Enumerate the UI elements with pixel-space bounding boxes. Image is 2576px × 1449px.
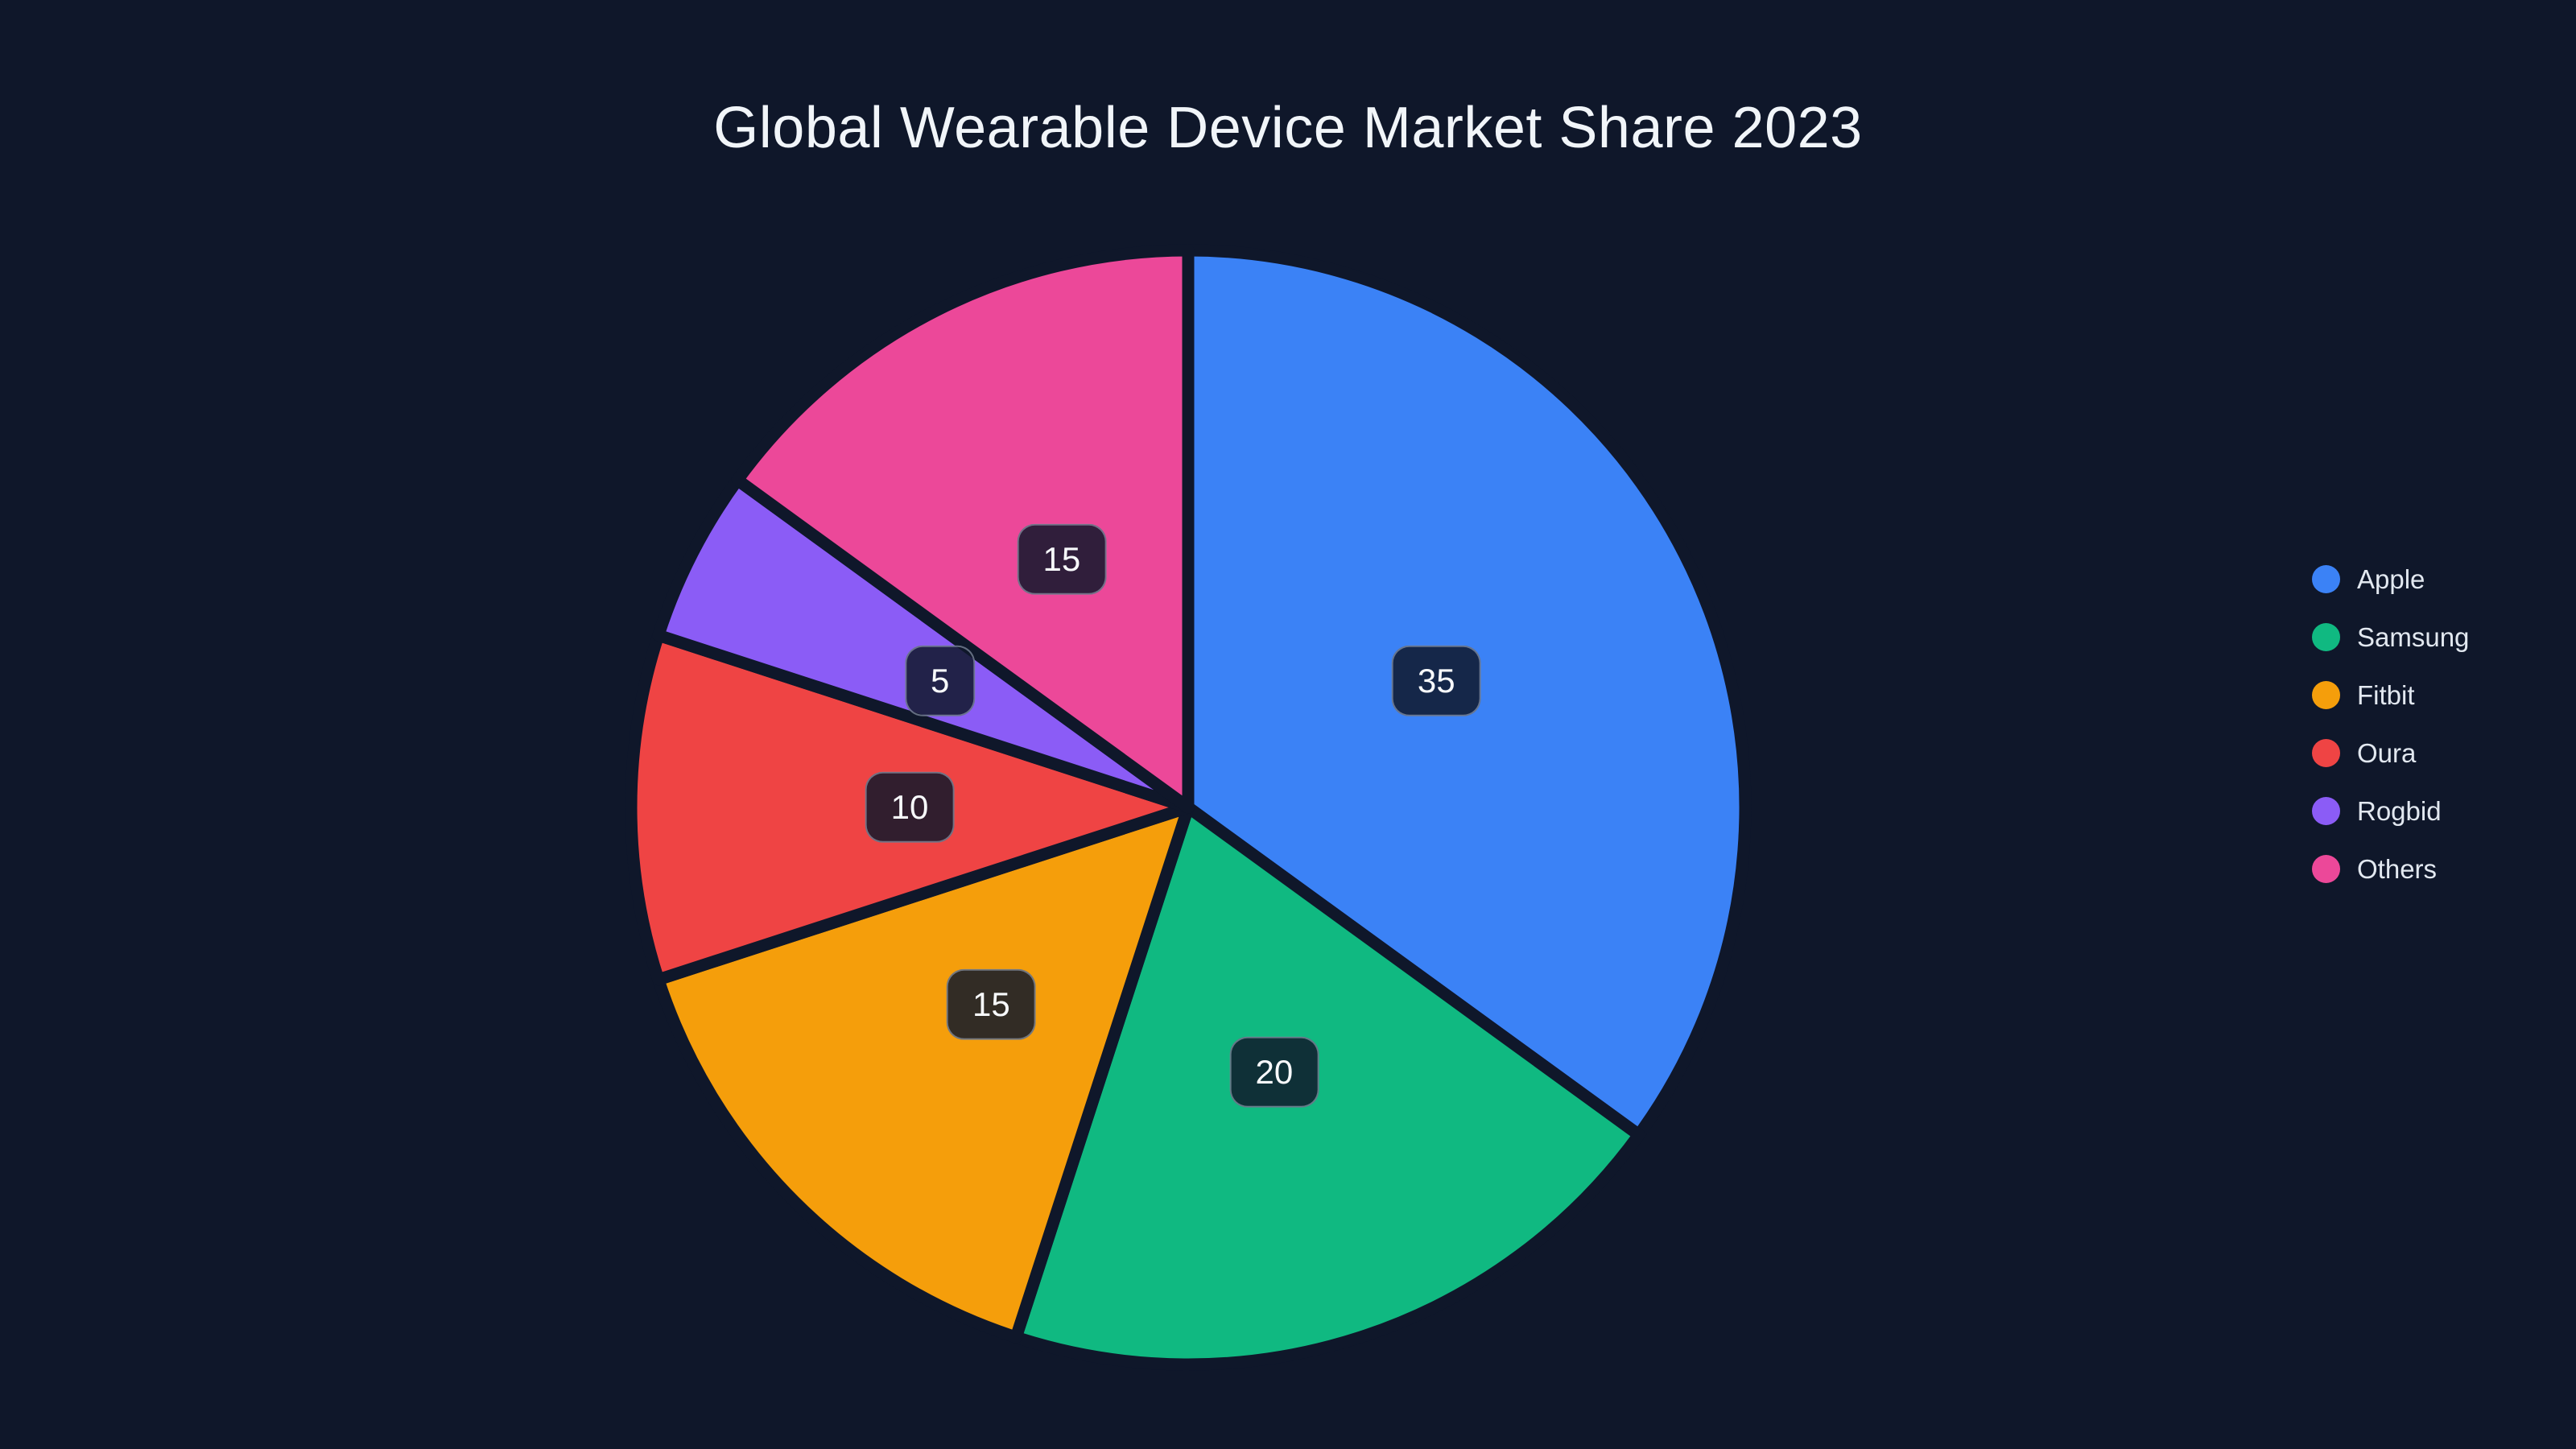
legend-swatch-icon	[2312, 565, 2340, 593]
legend-swatch-icon	[2312, 797, 2340, 825]
legend-swatch-icon	[2312, 739, 2340, 767]
legend-label: Apple	[2357, 564, 2425, 594]
chart-title: Global Wearable Device Market Share 2023	[713, 96, 1863, 160]
legend-swatch-icon	[2312, 855, 2340, 883]
legend-item-rogbid[interactable]: Rogbid	[2312, 797, 2469, 825]
legend-item-samsung[interactable]: Samsung	[2312, 623, 2469, 651]
legend-swatch-icon	[2312, 623, 2340, 651]
legend-item-others[interactable]: Others	[2312, 855, 2469, 883]
legend-label: Fitbit	[2357, 680, 2415, 710]
legend: Apple Samsung Fitbit Oura Rogbid Others	[2312, 565, 2469, 883]
legend-item-oura[interactable]: Oura	[2312, 739, 2469, 767]
legend-item-fitbit[interactable]: Fitbit	[2312, 681, 2469, 709]
legend-label: Rogbid	[2357, 796, 2442, 826]
legend-label: Others	[2357, 854, 2438, 884]
pie-slice-others[interactable]	[731, 244, 1195, 814]
legend-item-apple[interactable]: Apple	[2312, 565, 2469, 593]
legend-swatch-icon	[2312, 681, 2340, 709]
legend-label: Samsung	[2357, 622, 2470, 652]
legend-label: Oura	[2357, 738, 2417, 768]
pie-slice-samsung[interactable]	[1009, 801, 1645, 1371]
